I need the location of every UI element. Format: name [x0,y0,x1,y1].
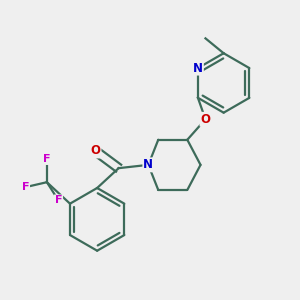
Text: F: F [43,154,51,164]
Text: N: N [143,158,153,171]
Text: F: F [55,195,62,206]
Text: O: O [200,113,211,126]
Text: F: F [22,182,29,192]
Text: O: O [91,145,100,158]
Text: N: N [193,61,203,75]
